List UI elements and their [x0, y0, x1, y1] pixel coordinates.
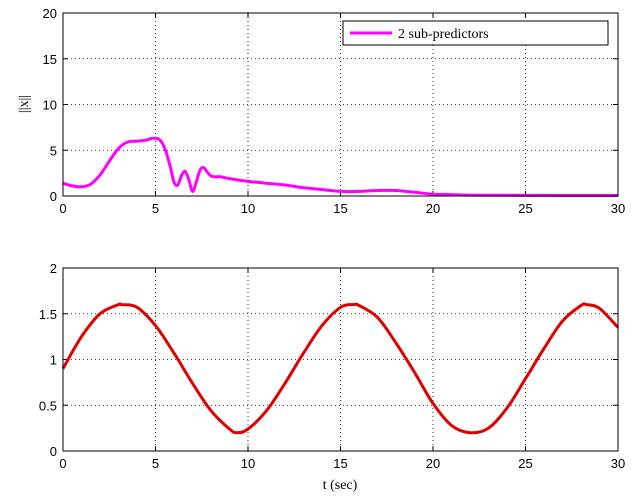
- top-x-tick-label: 5: [152, 201, 159, 216]
- top-y-axis-label: ||x||: [17, 95, 32, 113]
- top-y-tick-label: 10: [43, 98, 57, 113]
- bottom-x-tick-label: 15: [333, 456, 347, 471]
- top-x-tick-label: 25: [518, 201, 532, 216]
- top-ticks: 0 5 10 15 20 25 30 0 5 10 15 20: [43, 6, 626, 216]
- top-grid: [63, 13, 618, 196]
- top-plot: 0 5 10 15 20 25 30 0 5 10 15 20 2 sub-predictors ||…: [17, 6, 625, 216]
- bottom-grid: [63, 268, 618, 451]
- top-y-tick-label: 15: [43, 52, 57, 67]
- bottom-plot: 0 5 10 15 20 25 30 0 0.5 1 1.5 2 t (sec): [39, 261, 625, 493]
- bottom-plot-area: [63, 268, 618, 451]
- bottom-x-axis-label: t (sec): [323, 478, 358, 493]
- top-x-tick-label: 30: [611, 201, 625, 216]
- bottom-x-tick-label: 10: [241, 456, 255, 471]
- top-y-tick-label: 5: [50, 143, 57, 158]
- bottom-series-line: [61, 302, 620, 435]
- bottom-y-tick-label: 0: [50, 444, 57, 459]
- top-y-tick-label: 20: [43, 6, 57, 21]
- bottom-x-tick-label: 5: [152, 456, 159, 471]
- bottom-plot-frame: [62, 267, 619, 452]
- top-x-tick-label: 20: [426, 201, 440, 216]
- bottom-y-tick-label: 0.5: [39, 398, 57, 413]
- bottom-x-tick-label: 30: [611, 456, 625, 471]
- top-x-tick-label: 15: [333, 201, 347, 216]
- top-series-line: [62, 136, 619, 198]
- bottom-x-tick-label: 0: [59, 456, 66, 471]
- top-plot-frame: [62, 12, 619, 197]
- legend: 2 sub-predictors: [342, 20, 609, 46]
- bottom-y-tick-label: 1.5: [39, 307, 57, 322]
- top-x-tick-label: 10: [241, 201, 255, 216]
- top-y-tick-label: 0: [50, 189, 57, 204]
- bottom-y-tick-label: 1: [50, 353, 57, 368]
- legend-label: 2 sub-predictors: [398, 27, 489, 42]
- top-x-tick-label: 0: [59, 201, 66, 216]
- bottom-y-tick-label: 2: [50, 261, 57, 276]
- bottom-x-tick-label: 25: [518, 456, 532, 471]
- bottom-x-tick-label: 20: [426, 456, 440, 471]
